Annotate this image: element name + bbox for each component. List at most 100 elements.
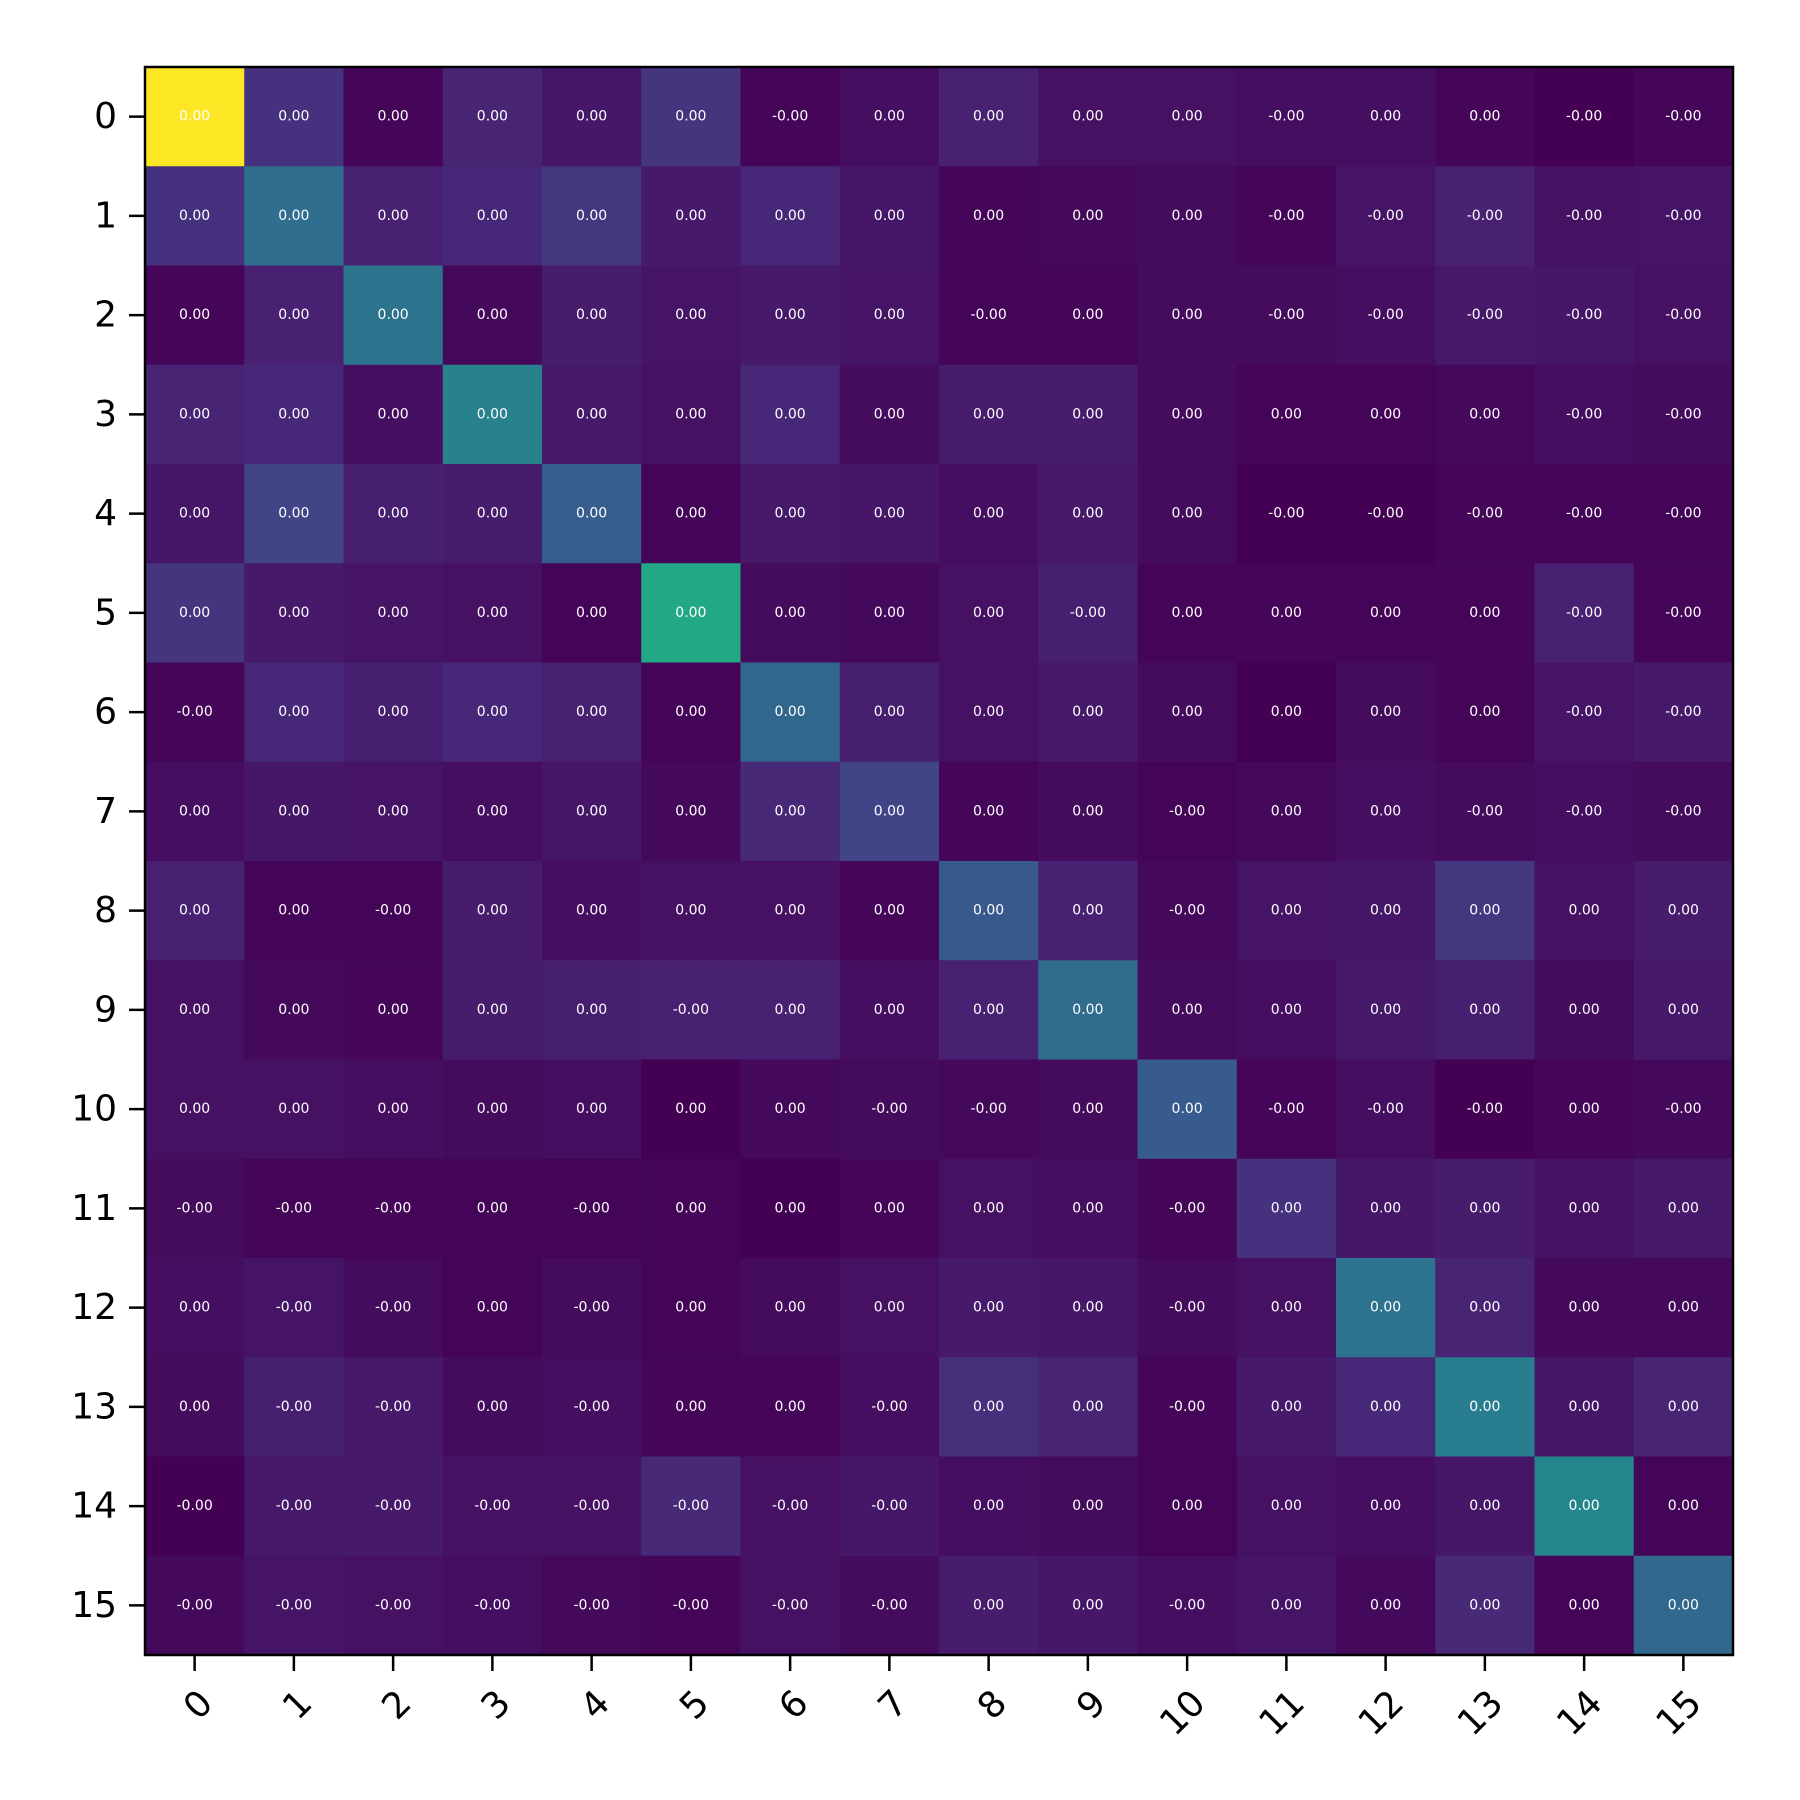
cell-value-label: 0.00 bbox=[1370, 1597, 1401, 1613]
heatmap-cell bbox=[442, 761, 543, 862]
heatmap-cell bbox=[641, 1258, 741, 1358]
heatmap-cell bbox=[145, 67, 245, 167]
heatmap-cell bbox=[1236, 265, 1337, 366]
heatmap-cell bbox=[442, 1158, 543, 1259]
cell-value-label: -0.00 bbox=[1665, 506, 1701, 522]
cell-value-label: -0.00 bbox=[871, 1101, 907, 1117]
heatmap-cell bbox=[839, 861, 940, 961]
cell-value-label: 0.00 bbox=[973, 208, 1004, 224]
cell-value-label: 0.00 bbox=[775, 903, 806, 919]
cell-value-label: 0.00 bbox=[973, 704, 1004, 720]
heatmap-cell bbox=[1633, 166, 1734, 266]
heatmap-cell bbox=[244, 563, 344, 663]
cell-value-label: 0.00 bbox=[278, 406, 309, 422]
heatmap-cell bbox=[641, 1357, 741, 1457]
y-tick-label: 6 bbox=[94, 692, 117, 733]
cell-value-label: -0.00 bbox=[1169, 1399, 1205, 1415]
heatmap-cell bbox=[442, 1456, 543, 1557]
heatmap-cell bbox=[740, 1456, 841, 1557]
x-tick-label: 6 bbox=[771, 1683, 816, 1728]
heatmap-cell bbox=[343, 1456, 444, 1557]
x-tick-label: 0 bbox=[176, 1683, 221, 1728]
cell-value-label: 0.00 bbox=[477, 1002, 508, 1018]
cell-value-label: 0.00 bbox=[278, 208, 309, 224]
y-tick-label: 8 bbox=[94, 890, 117, 931]
heatmap-cell bbox=[244, 1059, 344, 1160]
cell-value-label: 0.00 bbox=[675, 704, 706, 720]
heatmap-cell bbox=[839, 1555, 940, 1656]
heatmap-cell bbox=[939, 1059, 1039, 1160]
cell-value-label: 0.00 bbox=[1569, 1101, 1600, 1117]
cell-value-label: 0.00 bbox=[1172, 605, 1203, 621]
cell-value-label: -0.00 bbox=[1169, 1597, 1205, 1613]
cell-value-label: 0.00 bbox=[1072, 109, 1103, 125]
cell-value-label: 0.00 bbox=[1370, 803, 1401, 819]
heatmap-cell bbox=[343, 1555, 444, 1656]
heatmap-cell bbox=[1336, 1158, 1436, 1259]
heatmap-cell bbox=[1236, 1059, 1337, 1160]
heatmap-cell bbox=[1038, 166, 1138, 266]
cell-value-label: 0.00 bbox=[775, 307, 806, 323]
cell-value-label: -0.00 bbox=[375, 1300, 411, 1316]
cell-value-label: -0.00 bbox=[1665, 208, 1701, 224]
heatmap-cell bbox=[1633, 67, 1734, 167]
heatmap-cell bbox=[1534, 563, 1635, 663]
cell-value-label: 0.00 bbox=[1172, 208, 1203, 224]
x-tick-label: 10 bbox=[1152, 1683, 1213, 1744]
cell-value-label: 0.00 bbox=[1271, 1300, 1302, 1316]
cell-value-label: -0.00 bbox=[1467, 307, 1503, 323]
heatmap-cell bbox=[343, 1258, 444, 1358]
heatmap-cell bbox=[145, 1158, 245, 1259]
cell-value-label: 0.00 bbox=[576, 307, 607, 323]
cell-value-label: 0.00 bbox=[775, 208, 806, 224]
heatmap-cell bbox=[244, 265, 344, 366]
heatmap-cell bbox=[442, 464, 543, 564]
heatmap-cell bbox=[1534, 464, 1635, 564]
heatmap-cell bbox=[740, 1059, 841, 1160]
heatmap-cell bbox=[1435, 761, 1535, 862]
cell-value-label: 0.00 bbox=[874, 704, 905, 720]
heatmap-cell bbox=[1336, 1555, 1436, 1656]
heatmap-cell bbox=[740, 861, 841, 961]
cell-value-label: 0.00 bbox=[775, 1300, 806, 1316]
heatmap-cell bbox=[1038, 960, 1138, 1060]
cell-value-label: -0.00 bbox=[1368, 506, 1404, 522]
cell-value-label: -0.00 bbox=[1566, 803, 1602, 819]
heatmap-cell bbox=[1633, 364, 1734, 465]
cell-value-label: 0.00 bbox=[1569, 1002, 1600, 1018]
heatmap-cell bbox=[1633, 563, 1734, 663]
cell-value-label: 0.00 bbox=[874, 506, 905, 522]
cell-value-label: 0.00 bbox=[1569, 1200, 1600, 1216]
heatmap-cell bbox=[1435, 662, 1535, 763]
cell-value-label: 0.00 bbox=[1271, 1399, 1302, 1415]
heatmap-cell bbox=[1633, 1258, 1734, 1358]
heatmap-cell bbox=[1435, 265, 1535, 366]
heatmap-cell bbox=[641, 1555, 741, 1656]
cell-value-label: 0.00 bbox=[179, 109, 210, 125]
heatmap-cell bbox=[939, 1357, 1039, 1457]
cell-value-label: 0.00 bbox=[576, 208, 607, 224]
cell-value-label: 0.00 bbox=[576, 109, 607, 125]
cell-value-label: 0.00 bbox=[1668, 1002, 1699, 1018]
cell-value-label: 0.00 bbox=[477, 109, 508, 125]
heatmap-cell bbox=[542, 662, 642, 763]
heatmap-cell bbox=[542, 364, 642, 465]
heatmap-cell bbox=[641, 563, 741, 663]
cell-value-label: 0.00 bbox=[1172, 506, 1203, 522]
heatmap-cell bbox=[145, 1357, 245, 1457]
cell-value-label: -0.00 bbox=[574, 1597, 610, 1613]
heatmap-cell bbox=[1236, 761, 1337, 862]
heatmap-cell bbox=[1633, 761, 1734, 862]
cell-value-label: -0.00 bbox=[574, 1498, 610, 1514]
cell-value-label: 0.00 bbox=[1072, 406, 1103, 422]
cell-value-label: 0.00 bbox=[1370, 1200, 1401, 1216]
heatmap-cell bbox=[1236, 464, 1337, 564]
y-tick-label: 1 bbox=[94, 195, 117, 236]
heatmap-cell bbox=[1038, 761, 1138, 862]
cell-value-label: 0.00 bbox=[675, 1101, 706, 1117]
cell-value-label: 0.00 bbox=[179, 1002, 210, 1018]
x-tick-label: 14 bbox=[1549, 1683, 1610, 1744]
heatmap-cell bbox=[1137, 861, 1238, 961]
cell-value-label: 0.00 bbox=[1569, 903, 1600, 919]
heatmap-cell bbox=[839, 67, 940, 167]
